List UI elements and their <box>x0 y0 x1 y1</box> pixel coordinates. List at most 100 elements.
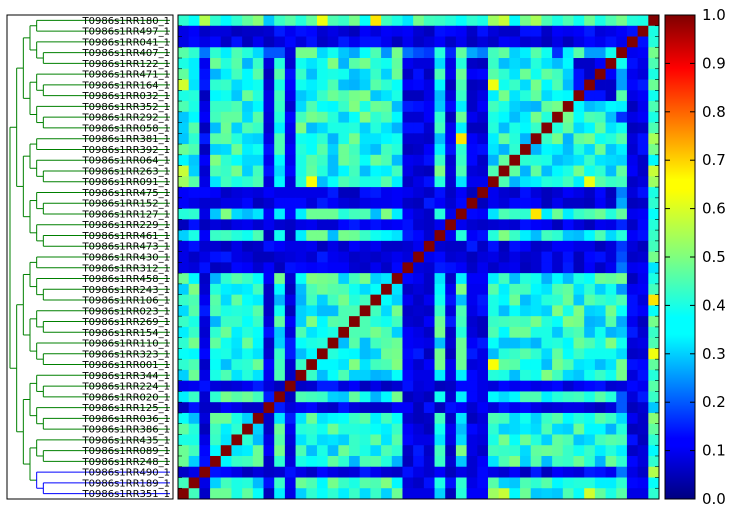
heatmap-cell <box>509 197 521 209</box>
heatmap-cell <box>210 423 222 435</box>
heatmap-cell <box>605 488 617 500</box>
heatmap-cell <box>263 423 275 435</box>
heatmap-cell <box>381 154 393 166</box>
heatmap-cell <box>487 391 500 403</box>
heatmap-cell <box>220 477 232 489</box>
heatmap-cell <box>552 348 564 360</box>
heatmap-cell <box>231 133 243 145</box>
heatmap-cell <box>423 305 435 317</box>
heatmap-cell <box>423 262 435 274</box>
heatmap-cell <box>220 15 232 27</box>
heatmap-cell <box>295 197 307 209</box>
heatmap-cell <box>626 111 639 123</box>
heatmap-cell <box>242 359 254 371</box>
heatmap-cell <box>210 133 222 145</box>
heatmap-cell <box>584 68 596 80</box>
heatmap-cell <box>306 294 318 306</box>
heatmap-cell <box>316 273 329 285</box>
heatmap-cell <box>220 133 232 145</box>
heatmap-cell <box>648 337 660 349</box>
heatmap-cell <box>626 455 639 468</box>
heatmap-cell <box>306 197 318 209</box>
heatmap-cell <box>594 230 606 242</box>
heatmap-cell <box>509 240 521 253</box>
heatmap-cell <box>413 187 425 199</box>
heatmap-cell <box>370 391 382 403</box>
heatmap-cell <box>584 359 596 371</box>
heatmap-cell <box>498 187 510 199</box>
heatmap-cell <box>295 326 307 339</box>
heatmap-cell <box>626 488 639 500</box>
heatmap-cell <box>338 133 350 145</box>
heatmap-cell <box>573 240 585 253</box>
heatmap-cell <box>242 144 254 156</box>
row-label: T0986s1RR344_1 <box>82 371 170 382</box>
heatmap-cell <box>381 197 393 209</box>
heatmap-cell <box>178 47 190 59</box>
heatmap-cell <box>199 445 211 457</box>
heatmap-cell <box>220 154 232 166</box>
heatmap-cell <box>252 273 264 285</box>
heatmap-cell <box>306 165 318 177</box>
heatmap-cell <box>434 154 446 166</box>
heatmap-cell <box>402 154 414 166</box>
heatmap-cell <box>210 176 222 188</box>
heatmap-cell <box>626 187 639 199</box>
heatmap-cell <box>210 90 222 102</box>
heatmap-cell <box>584 262 596 274</box>
heatmap-cell <box>509 348 521 360</box>
heatmap-cell <box>626 240 639 253</box>
heatmap-cell <box>605 294 617 306</box>
colorbar-tick-label: 1.0 <box>702 6 726 24</box>
heatmap-cell <box>274 68 286 80</box>
heatmap-cell <box>306 111 318 123</box>
heatmap-cell <box>552 122 564 134</box>
heatmap-cell <box>306 369 318 382</box>
heatmap-cell <box>284 122 296 134</box>
heatmap-cell <box>413 423 425 435</box>
colorbar-tick-label: 0.4 <box>702 296 726 314</box>
heatmap-cell <box>252 316 264 328</box>
heatmap-cell <box>466 219 478 231</box>
heatmap-cell <box>370 466 382 478</box>
heatmap-cell <box>455 337 467 349</box>
heatmap-cell <box>487 434 500 446</box>
heatmap-cell <box>605 154 617 166</box>
dendrogram-panel: T0986s1RR180_1T0986s1RR497_1T0986s1RR041… <box>6 14 174 500</box>
heatmap-cell <box>349 240 361 253</box>
heatmap-cell <box>295 208 307 220</box>
heatmap-cell <box>562 412 574 425</box>
heatmap-cell <box>231 466 243 478</box>
heatmap-cell <box>573 90 585 102</box>
heatmap-cell <box>306 423 318 435</box>
heatmap-cell <box>381 165 393 177</box>
heatmap-cell <box>477 466 489 478</box>
heatmap-cell <box>562 466 574 478</box>
heatmap-cell <box>562 391 574 403</box>
heatmap-cell <box>199 262 211 274</box>
heatmap-cell <box>210 230 222 242</box>
heatmap-cell <box>648 36 660 48</box>
heatmap-cell <box>284 197 296 209</box>
heatmap-cell <box>242 111 254 123</box>
heatmap-cell <box>263 133 275 145</box>
heatmap-cell <box>284 208 296 220</box>
heatmap-cell <box>295 79 307 91</box>
heatmap-cell <box>520 25 532 37</box>
heatmap-cell <box>594 154 606 166</box>
heatmap-cell <box>434 369 446 382</box>
heatmap-cell <box>306 305 318 317</box>
heatmap-cell <box>594 165 606 177</box>
heatmap-cell <box>402 187 414 199</box>
heatmap-cell <box>242 412 254 425</box>
heatmap-cell <box>616 79 628 91</box>
heatmap-cell <box>584 423 596 435</box>
heatmap-cell <box>445 208 457 220</box>
colorbar-tick-label: 0.6 <box>702 200 726 218</box>
heatmap-cell <box>284 412 296 425</box>
heatmap-cell <box>295 122 307 134</box>
heatmap-cell <box>188 219 200 231</box>
heatmap-cell <box>391 219 403 231</box>
heatmap-cell <box>445 369 457 382</box>
heatmap-cell <box>466 197 478 209</box>
